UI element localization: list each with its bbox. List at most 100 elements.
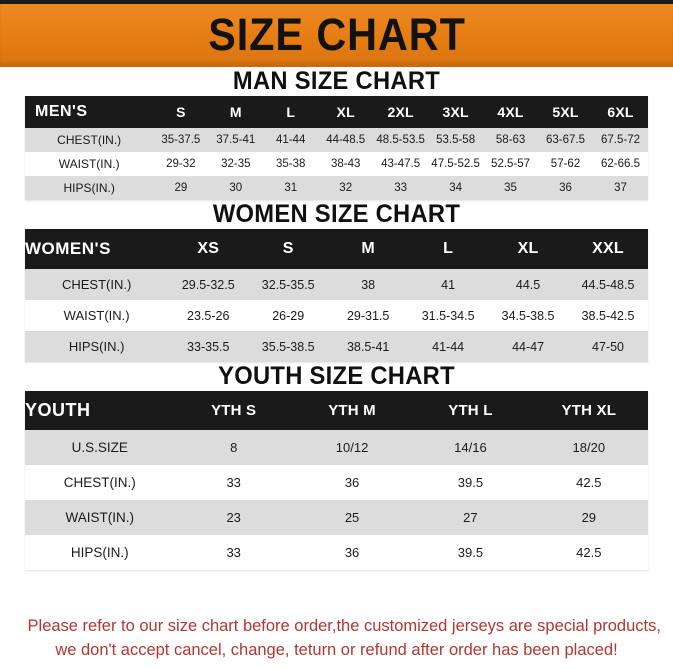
measurement-cell: 29-32 <box>166 158 196 170</box>
column-header: YTH M <box>328 402 376 419</box>
measurement-cell: 26-29 <box>272 308 305 323</box>
measurement-cell: 34.5-38.5 <box>501 308 555 323</box>
section-youth: YOUTH SIZE CHART YOUTH YTH S YTH M YTH L YTH… <box>0 362 673 570</box>
table-header-row: MEN'S S M L XL 2XL 3XL 4XL 5XL 6XL <box>25 96 648 128</box>
table-head-man: MEN'S S M L XL 2XL 3XL 4XL 5XL 6XL <box>25 96 648 128</box>
header-banner: SIZE CHART <box>0 4 673 64</box>
measurement-cell: 62-66.5 <box>600 158 640 170</box>
column-header: L <box>443 240 454 257</box>
measurement-cell: 8 <box>230 440 238 455</box>
measurement-cell: 35-37.5 <box>161 134 201 146</box>
column-header: M <box>229 104 242 120</box>
row-label: WAIST(IN.) <box>65 510 135 525</box>
measurement-cell: 44-48.5 <box>326 134 366 146</box>
measurement-cell: 52.5-57 <box>491 158 531 170</box>
measurement-cell: 39.5 <box>457 475 484 490</box>
table-wrap-youth: YOUTH YTH S YTH M YTH L YTH XL U.S.SIZE 8 10/1… <box>25 391 648 570</box>
measurement-cell: 38-43 <box>330 158 361 170</box>
page-title: SIZE CHART <box>207 8 466 60</box>
table-head-women: WOMEN'S XS S M L XL XXL <box>25 229 648 269</box>
measurement-cell: 33-35.5 <box>187 339 230 354</box>
table-row: WAIST(IN.) 29-32 32-35 35-38 38-43 43-47.5 47.… <box>25 152 648 176</box>
measurement-cell: 38.5-42.5 <box>581 308 635 323</box>
column-header: 4XL <box>497 104 524 120</box>
measurement-cell: 29 <box>581 510 597 525</box>
measurement-cell: 32 <box>339 182 353 194</box>
measurement-cell: 23.5-26 <box>187 308 230 323</box>
measurement-cell: 41-44 <box>432 339 465 354</box>
measurement-cell: 31 <box>284 182 298 194</box>
table-body-man: CHEST(IN.) 35-37.5 37.5-41 41-44 44-48.5 48.5… <box>25 128 648 200</box>
section-title-women: WOMEN SIZE CHART <box>212 200 461 228</box>
table-head-youth: YOUTH YTH S YTH M YTH L YTH XL <box>25 391 648 430</box>
table-header-row: WOMEN'S XS S M L XL XXL <box>25 229 648 269</box>
measurement-cell: 63-67.5 <box>546 134 586 146</box>
measurement-cell: 33 <box>226 475 241 490</box>
column-header: 6XL <box>607 104 634 120</box>
section-women: WOMEN SIZE CHART WOMEN'S XS S M L XL XXL CHEST… <box>0 200 673 362</box>
size-table-women: WOMEN'S XS S M L XL XXL CHEST(IN.) 29.5-32.5 32.… <box>25 229 648 362</box>
measurement-cell: 10/12 <box>335 440 369 455</box>
size-table-man: MEN'S S M L XL 2XL 3XL 4XL 5XL 6XL CHEST(IN.) 35-3… <box>25 96 648 200</box>
footer-line-1: Please refer to our size chart before or… <box>27 615 661 635</box>
column-header: XXL <box>592 240 624 257</box>
measurement-cell: 29 <box>174 182 188 194</box>
measurement-cell: 23 <box>226 510 241 525</box>
table-row: WAIST(IN.) 23 25 27 29 <box>25 500 648 535</box>
measurement-cell: 67.5-72 <box>600 134 640 146</box>
column-header: S <box>282 240 294 257</box>
measurement-cell: 25 <box>344 510 360 525</box>
column-header-rowlabel: WOMEN'S <box>25 239 111 258</box>
measurement-cell: 44-47 <box>512 339 545 354</box>
column-header: YTH L <box>448 402 493 419</box>
table-wrap-women: WOMEN'S XS S M L XL XXL CHEST(IN.) 29.5-32.5 32.… <box>25 229 648 362</box>
top-black-strip <box>0 0 673 4</box>
table-row: CHEST(IN.) 35-37.5 37.5-41 41-44 44-48.5 48.5… <box>25 128 648 152</box>
measurement-cell: 33 <box>226 545 241 560</box>
measurement-cell: 38 <box>361 277 376 292</box>
column-header: S <box>176 104 186 120</box>
measurement-cell: 41 <box>441 277 456 292</box>
measurement-cell: 39.5 <box>457 545 484 560</box>
row-label: CHEST(IN.) <box>63 475 136 490</box>
table-row: U.S.SIZE 8 10/12 14/16 18/20 <box>25 430 648 465</box>
measurement-cell: 47-50 <box>592 339 625 354</box>
column-header: M <box>361 240 375 257</box>
measurement-cell: 32.5-35.5 <box>261 277 315 292</box>
measurement-cell: 38.5-41 <box>346 339 390 354</box>
table-body-youth: U.S.SIZE 8 10/12 14/16 18/20 CHEST(IN.) 33 36 39… <box>25 430 648 570</box>
column-header: XL <box>517 240 539 257</box>
measurement-cell: 41-44 <box>276 134 306 146</box>
measurement-cell: 29-31.5 <box>346 308 390 323</box>
section-man: MAN SIZE CHART MEN'S S M L XL 2XL 3XL 4XL 5XL 6XL… <box>0 67 673 200</box>
measurement-cell: 27 <box>463 510 478 525</box>
column-header: 5XL <box>552 104 579 120</box>
measurement-cell: 42.5 <box>576 475 602 490</box>
row-label: U.S.SIZE <box>71 440 128 455</box>
footer-line-2: we don't accept cancel, change, teturn o… <box>55 640 618 660</box>
measurement-cell: 37 <box>614 182 627 194</box>
column-header: YTH S <box>211 402 257 419</box>
column-header: XL <box>336 104 355 120</box>
measurement-cell: 35.5-38.5 <box>261 339 315 354</box>
banner-bottom-edge <box>0 64 673 67</box>
column-header: XS <box>197 240 220 257</box>
measurement-cell: 44.5-48.5 <box>581 277 635 292</box>
measurement-cell: 18/20 <box>572 440 606 455</box>
footer-disclaimer: Please refer to our size chart before or… <box>0 614 673 663</box>
row-label: WAIST(IN.) <box>58 157 120 171</box>
measurement-cell: 43-47.5 <box>381 158 421 170</box>
table-body-women: CHEST(IN.) 29.5-32.5 32.5-35.5 38 41 44.5 44.5… <box>25 269 648 362</box>
measurement-cell: 31.5-34.5 <box>421 308 475 323</box>
row-label: HIPS(IN.) <box>68 339 125 354</box>
measurement-cell: 37.5-41 <box>216 134 256 146</box>
row-label: CHEST(IN.) <box>57 133 122 147</box>
measurement-cell: 36 <box>344 545 360 560</box>
measurement-cell: 14/16 <box>454 440 487 455</box>
measurement-cell: 30 <box>229 182 243 194</box>
measurement-cell: 36 <box>559 182 572 194</box>
measurement-cell: 29.5-32.5 <box>181 277 235 292</box>
measurement-cell: 32-35 <box>221 158 251 170</box>
column-header-rowlabel: YOUTH <box>25 400 91 420</box>
